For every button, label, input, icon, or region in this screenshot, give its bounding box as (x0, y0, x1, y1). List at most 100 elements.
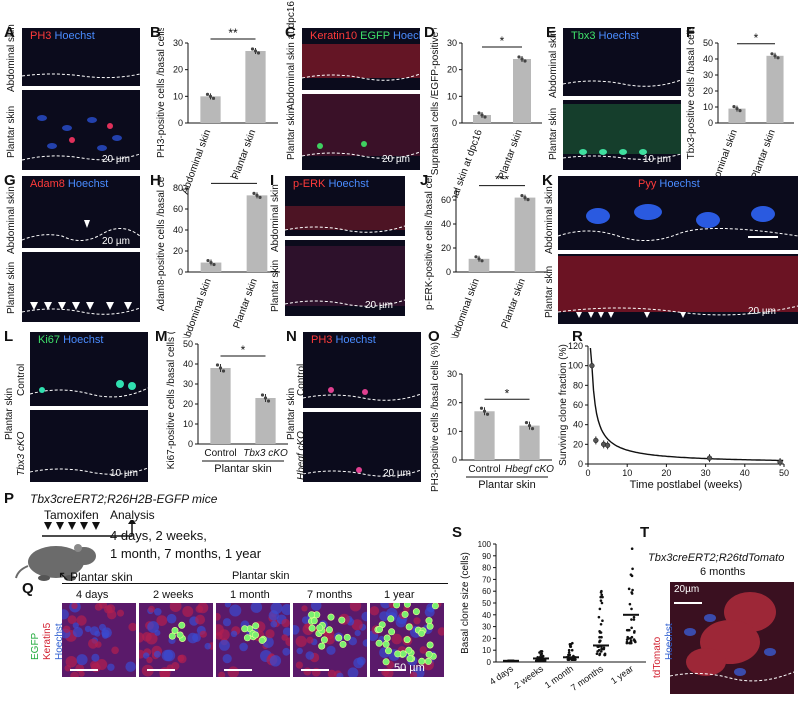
stain-label: Hoechst (659, 178, 700, 190)
stain-label: Hoechst (54, 30, 95, 42)
y-tick-label: 20 (441, 243, 451, 253)
y-tick-label: 20 (482, 634, 491, 643)
data-point (477, 111, 481, 115)
y-tick-label: 10 (447, 426, 457, 436)
row-label: Plantar skin (286, 107, 297, 160)
micrograph-a: PH3 Hoechst 20 µm (22, 28, 140, 170)
data-point (630, 626, 633, 630)
data-point (630, 607, 633, 611)
micrograph-e: Tbx3 Hoechst 10 µm (563, 28, 681, 170)
panel-letter-r: R (572, 328, 583, 345)
y-tick-label: 60 (173, 204, 183, 214)
chart-j: 0 20 40 60 Abdominal skin Plantar skin *** p-ER… (424, 176, 548, 338)
data-point (221, 369, 226, 373)
q-time-label: 2 weeks (153, 589, 194, 601)
y-axis-label: Suprabasal cells /EGFP-positive cells (%… (430, 28, 441, 175)
data-point (600, 601, 604, 605)
y-tick-label: 10 (173, 91, 183, 101)
panel-letter-g: G (4, 172, 16, 189)
data-point (597, 615, 601, 619)
x-tick-label: Plantar skin (750, 128, 778, 181)
data-point (628, 602, 632, 606)
data-point (770, 52, 774, 56)
bar (245, 51, 266, 123)
y-tick-label: 10 (447, 91, 457, 101)
x-tick-label-group: Plantar skin (750, 128, 778, 181)
bar (513, 59, 531, 123)
y-axis-label: Adam8-positive cells /basal cells (%) (156, 176, 167, 311)
bar (514, 197, 536, 272)
data-point (633, 630, 636, 633)
times-label-2: 1 month, 7 months, 1 year (110, 546, 262, 561)
y-tick-label: 60 (573, 400, 583, 410)
row-label: Plantar skin (548, 107, 559, 160)
y-tick-label: 20 (447, 398, 457, 408)
scale-label: 20 µm (383, 468, 411, 479)
stain-label: Adam8 (30, 178, 65, 190)
x-tick-label-group: 4 days (488, 663, 516, 687)
data-point (263, 396, 268, 400)
q-header: Plantar skin (232, 570, 290, 582)
micrograph-k: Pyy Hoechst 20 µm (558, 176, 798, 324)
data-point (534, 659, 538, 663)
q-micrograph (139, 603, 213, 677)
row-label: Abdominal skin (6, 186, 17, 254)
y-tick-label: 60 (441, 195, 451, 205)
data-point (735, 107, 739, 111)
data-point (599, 639, 602, 643)
data-point (630, 618, 633, 621)
x-tick-label: 50 (779, 468, 789, 478)
y-tick-label: 30 (447, 38, 457, 48)
data-point (599, 622, 603, 626)
data-point (568, 653, 572, 657)
micrograph-l: Ki67 Hoechst 10 µm (30, 332, 148, 482)
x-tick-label: Abdominal skin (180, 277, 214, 338)
data-point (773, 54, 777, 58)
stain-label: Keratin5 (42, 622, 53, 660)
data-point (567, 651, 571, 654)
chart-r: 0 20 40 60 80 100 120 0 10 20 30 40 50 Surviving clon… (558, 341, 789, 491)
y-axis-label: Tbx3-positive cells /basal cells (%) (686, 28, 697, 159)
panel-letter-d: D (424, 24, 435, 41)
x-tick-label: 4 days (488, 663, 516, 687)
row-label: Plantar skin (544, 265, 555, 318)
data-point (208, 94, 213, 98)
y-tick-label: 80 (573, 380, 583, 390)
y-tick-label: 80 (482, 564, 491, 573)
data-point (600, 635, 603, 639)
q-micrograph (216, 603, 290, 677)
x-tick-label-group: Abdominal skin (180, 277, 214, 338)
y-tick-label: 100 (568, 361, 583, 371)
data-point (539, 650, 543, 653)
x-tick-label: Plantar skin (500, 277, 528, 330)
stain-label: p-ERK (293, 178, 326, 190)
bar (468, 258, 490, 272)
scale-label: 10 µm (110, 468, 138, 479)
data-point (206, 258, 210, 263)
data-point (598, 652, 602, 656)
x-tick-label: Plantar skin (230, 128, 258, 181)
times-label-1: 4 days, 2 weeks, (110, 528, 207, 543)
row-label: Plantar skin (6, 261, 17, 314)
data-point (603, 653, 607, 657)
data-point (625, 638, 629, 641)
y-tick-label: 20 (447, 65, 457, 75)
panel-letter-f: F (686, 24, 696, 41)
y-tick-label: 20 (183, 399, 193, 409)
stain-label: Hoechst (598, 30, 639, 42)
data-point (629, 639, 633, 643)
panel-letter-c: C (285, 24, 296, 41)
data-point (595, 652, 599, 656)
data-point (477, 257, 481, 261)
data-point (520, 57, 524, 61)
y-tick-label: 70 (482, 575, 491, 584)
data-point (706, 455, 713, 461)
micrograph-t: 20µm (670, 582, 794, 694)
x-tick-label-group: Plantar skin (232, 277, 260, 330)
stain-label: tdTomato (652, 636, 663, 678)
y-tick-label: 10 (482, 646, 491, 655)
y-axis-label: p-ERK-positive cells /basal cells (%) (424, 176, 435, 310)
x-tick-label: 2 weeks (512, 663, 545, 690)
chart-o: 0 10 20 30 Control Hbegf cKO * PH3-positive cel… (430, 342, 554, 492)
